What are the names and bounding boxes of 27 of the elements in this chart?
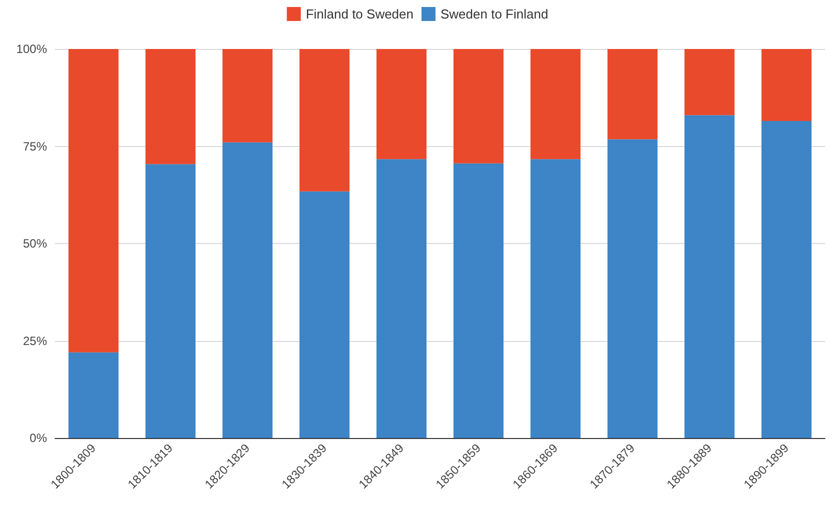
bar: [299, 49, 350, 192]
legend-label: Finland to Sweden: [306, 6, 414, 22]
bar: [530, 159, 581, 438]
bar: [376, 49, 427, 160]
y-tick-label: 0%: [30, 431, 48, 445]
bar: [453, 49, 504, 164]
y-tick-label: 75%: [22, 139, 48, 154]
bar: [761, 120, 812, 438]
y-tick-label: 50%: [22, 236, 48, 250]
bar: [684, 49, 735, 116]
bar: [222, 142, 273, 438]
y-tick-label: 100%: [16, 42, 48, 56]
bar: [222, 49, 273, 142]
bar: [684, 115, 735, 438]
bar: [299, 191, 350, 438]
bar: [530, 49, 581, 160]
bar: [68, 352, 119, 438]
bar: [607, 139, 658, 438]
bar: [453, 163, 504, 438]
bar: [68, 49, 119, 352]
bar: [376, 159, 427, 438]
bar: [145, 164, 196, 438]
bar: [607, 49, 658, 140]
bar: [145, 49, 196, 164]
bar: [761, 49, 812, 121]
legend-label: Sweden to Finland: [440, 6, 548, 22]
y-tick-label: 25%: [22, 334, 48, 348]
